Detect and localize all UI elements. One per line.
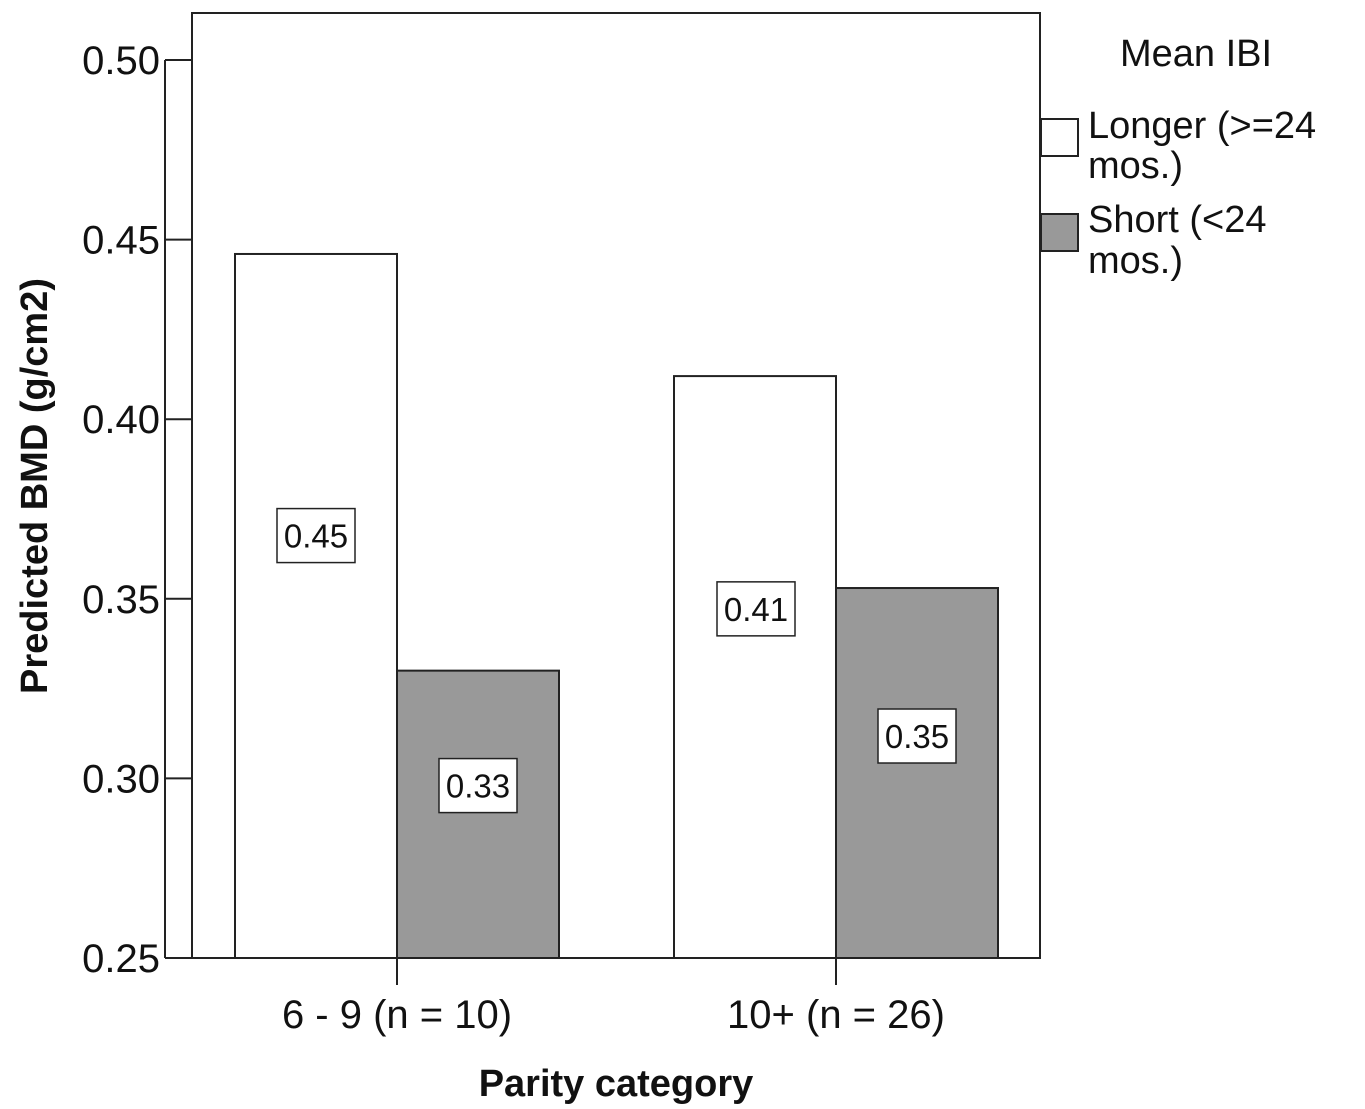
- y-tick-label: 0.40: [82, 398, 160, 442]
- x-tick-label: 10+ (n = 26): [727, 993, 945, 1037]
- data-label-text: 0.35: [885, 718, 949, 755]
- bar: [396, 669, 560, 959]
- x-axis: 6 - 9 (n = 10) 10+ (n = 26): [192, 957, 1040, 1037]
- legend-label: mos.): [1088, 240, 1183, 282]
- x-axis-title: Parity category: [479, 1063, 754, 1105]
- legend-label: Short (<24: [1088, 199, 1267, 241]
- x-tick-label: 6 - 9 (n = 10): [282, 993, 512, 1037]
- bar: [835, 587, 999, 959]
- legend-swatch: [1040, 118, 1079, 157]
- bar: [234, 252, 398, 959]
- y-axis: 0.25 0.30 0.35 0.40 0.45 0.50: [82, 39, 192, 981]
- legend-label: mos.): [1088, 145, 1183, 187]
- data-label-box: [716, 581, 796, 637]
- bar: [673, 375, 837, 959]
- data-label-text: 0.33: [446, 768, 510, 805]
- y-tick-label: 0.45: [82, 219, 160, 263]
- y-tick-label: 0.50: [82, 39, 160, 83]
- data-label: 0.33: [438, 757, 518, 814]
- data-label: 0.45: [276, 507, 356, 564]
- legend-label: Longer (>=24: [1088, 105, 1316, 147]
- data-label: 0.35: [877, 708, 957, 764]
- y-axis-title: Predicted BMD (g/cm2): [14, 278, 56, 694]
- data-label-text: 0.45: [284, 518, 348, 555]
- data-label-text: 0.41: [724, 591, 788, 628]
- y-tick-label: 0.30: [82, 757, 160, 801]
- legend-title: Mean IBI: [1120, 33, 1272, 75]
- y-tick-label: 0.35: [82, 578, 160, 622]
- data-label-box: [276, 507, 356, 564]
- legend-swatch: [1040, 213, 1079, 252]
- data-label-box: [438, 757, 518, 814]
- data-label-box: [877, 708, 957, 764]
- data-label: 0.41: [716, 581, 796, 637]
- y-tick-label: 0.25: [82, 937, 160, 981]
- data-labels-group: 0.45 0.33 0.41 0.35: [276, 507, 957, 814]
- bars-group: [234, 252, 999, 959]
